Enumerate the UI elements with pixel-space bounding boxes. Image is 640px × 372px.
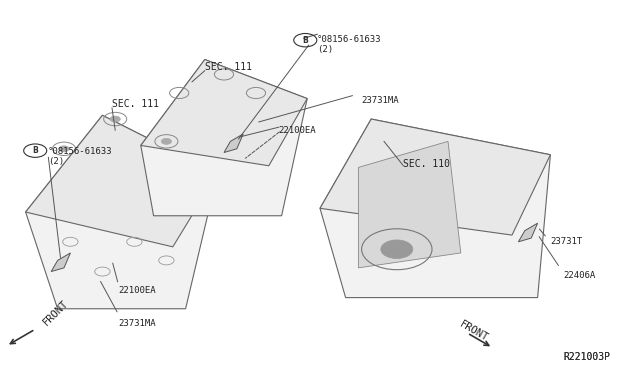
Text: R221003P: R221003P [563,352,610,362]
Text: FRONT: FRONT [458,319,490,344]
Circle shape [110,116,120,122]
Text: B: B [303,36,308,45]
Text: 22100EA: 22100EA [278,126,316,135]
Text: °08156-61633
(2): °08156-61633 (2) [48,147,113,166]
Polygon shape [320,119,550,235]
Polygon shape [51,253,70,272]
Circle shape [59,146,69,152]
Text: 22100EA: 22100EA [118,286,156,295]
Text: B: B [33,146,38,155]
Text: FRONT: FRONT [41,298,70,327]
Circle shape [381,240,413,259]
Text: SEC. 111: SEC. 111 [112,99,159,109]
Text: 23731T: 23731T [550,237,582,246]
Polygon shape [320,119,550,298]
Polygon shape [26,115,218,309]
Text: °08156-61633
(2): °08156-61633 (2) [317,35,381,54]
Polygon shape [26,115,218,247]
Circle shape [161,138,172,144]
Polygon shape [141,60,307,216]
Polygon shape [141,60,307,166]
Text: SEC. 110: SEC. 110 [403,159,450,169]
Text: 23731MA: 23731MA [362,96,399,105]
Text: 23731MA: 23731MA [118,319,156,328]
Text: 22406A: 22406A [563,271,595,280]
Polygon shape [224,134,243,153]
Text: R221003P: R221003P [563,352,610,362]
Text: SEC. 111: SEC. 111 [205,62,252,72]
Polygon shape [518,223,538,242]
Polygon shape [358,141,461,268]
